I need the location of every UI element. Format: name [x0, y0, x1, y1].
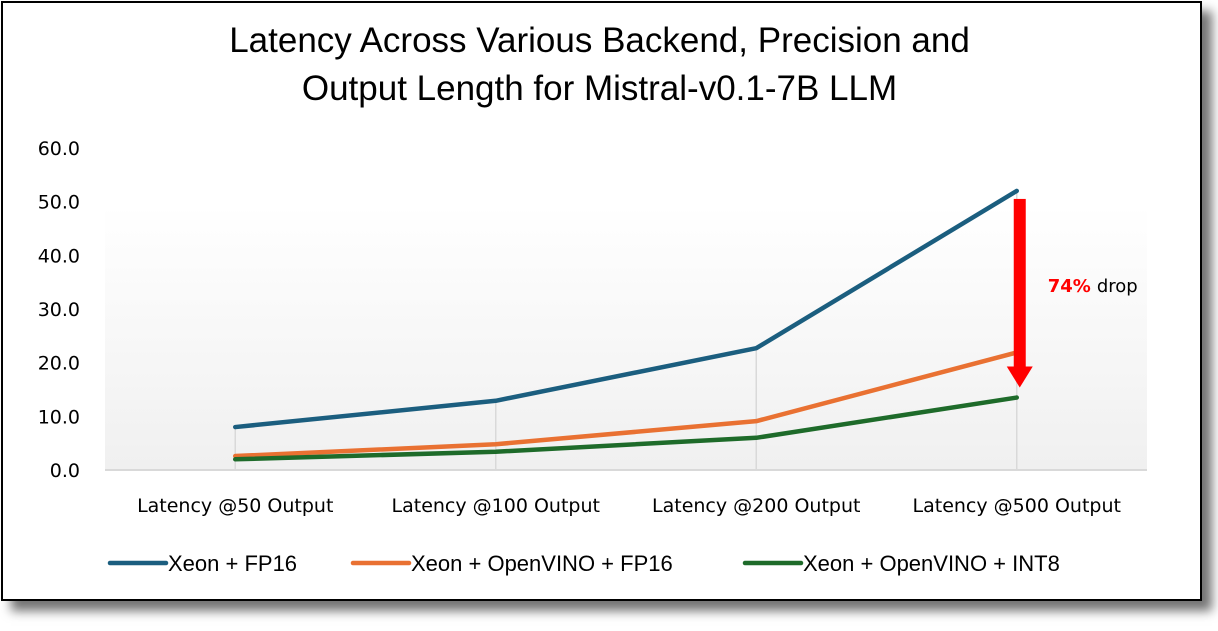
chart-title-line-1: Latency Across Various Backend, Precisio… [229, 21, 970, 60]
legend-label: Xeon + FP16 [168, 551, 297, 576]
x-axis-ticks: Latency @50 Output Latency @100 Output Lat… [137, 495, 1121, 517]
y-tick-label: 0.0 [50, 460, 80, 482]
arrow-shaft [1013, 198, 1026, 368]
y-tick-label: 60.0 [38, 138, 80, 160]
drop-annotation-label: 74% drop [1048, 276, 1138, 297]
y-tick-label: 30.0 [38, 299, 80, 321]
legend-label: Xeon + OpenVINO + INT8 [803, 551, 1060, 576]
x-tick-label: Latency @50 Output [137, 495, 333, 517]
legend: Xeon + FP16 Xeon + OpenVINO + FP16 Xeon + … [107, 551, 1060, 576]
chart-title-line-2: Output Length for Mistral-v0.1-7B LLM [301, 69, 898, 108]
y-axis-ticks: 0.0 10.0 20.0 30.0 40.0 50.0 60.0 [38, 138, 80, 482]
drop-percent: 74% [1048, 276, 1091, 297]
y-tick-label: 50.0 [38, 192, 80, 214]
series-lines [233, 188, 1019, 462]
series-line-2 [233, 350, 1019, 459]
legend-label: Xeon + OpenVINO + FP16 [411, 551, 673, 576]
y-tick-label: 10.0 [38, 406, 80, 428]
series-line-3 [233, 395, 1019, 462]
arrow-head-icon [1006, 366, 1033, 388]
x-tick-label: Latency @500 Output [913, 495, 1121, 517]
x-tick-label: Latency @100 Output [392, 495, 600, 517]
y-tick-label: 20.0 [38, 353, 80, 375]
plot-area [105, 205, 1147, 470]
y-tick-label: 40.0 [38, 245, 80, 267]
series-line-1 [233, 188, 1019, 430]
drop-annotation: 74% drop [1006, 198, 1138, 388]
legend-item[interactable]: Xeon + FP16 [107, 551, 297, 576]
x-tick-label: Latency @200 Output [652, 495, 860, 517]
chart-title: Latency Across Various Backend, Precisio… [3, 17, 1196, 113]
legend-item[interactable]: Xeon + OpenVINO + INT8 [742, 551, 1060, 576]
legend-item[interactable]: Xeon + OpenVINO + FP16 [350, 551, 673, 576]
drop-text: drop [1097, 276, 1138, 297]
